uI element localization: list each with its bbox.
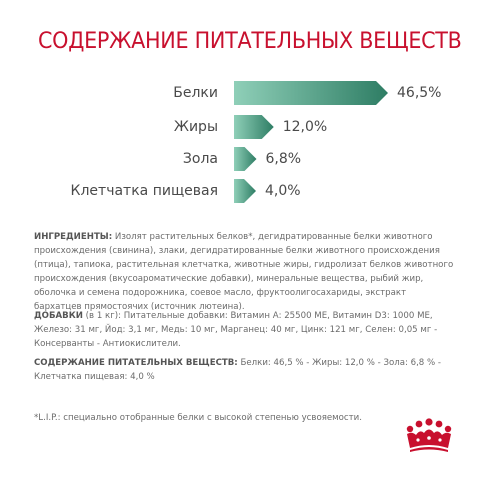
additives-block: ДОБАВКИ (в 1 кг): Питательные добавки: В… bbox=[34, 310, 454, 352]
ingredients-block: ИНГРЕДИЕНТЫ: Изолят растительных белков*… bbox=[34, 231, 454, 314]
bar-fat bbox=[234, 115, 274, 139]
ingredients-text: Изолят растительных белков*, дегидратиро… bbox=[34, 232, 454, 312]
bar-value-fat: 12,0% bbox=[282, 119, 328, 135]
footnote: *L.I.P.: специально отобранные белки с в… bbox=[34, 413, 362, 423]
bar-label-protein: Белки bbox=[173, 85, 218, 101]
additives-text: (в 1 кг): Питательные добавки: Витамин А… bbox=[34, 311, 438, 349]
bar-row-protein: Белки 46,5% bbox=[0, 81, 480, 105]
bar-ash bbox=[234, 147, 257, 171]
nutrients-label: СОДЕРЖАНИЕ ПИТАТЕЛЬНЫХ ВЕЩЕСТВ: bbox=[34, 358, 238, 368]
bar-row-fat: Жиры 12,0% bbox=[0, 115, 480, 139]
bar-label-ash: Зола bbox=[182, 151, 218, 167]
bar-value-fiber: 4,0% bbox=[265, 183, 301, 199]
royal-canin-crown-icon bbox=[406, 418, 452, 452]
bar-fiber bbox=[234, 179, 256, 203]
bar-label-fiber: Клетчатка пищевая bbox=[70, 183, 218, 199]
ingredients-label: ИНГРЕДИЕНТЫ: bbox=[34, 232, 113, 242]
bar-protein bbox=[234, 81, 388, 105]
nutrients-block: СОДЕРЖАНИЕ ПИТАТЕЛЬНЫХ ВЕЩЕСТВ: Белки: 4… bbox=[34, 357, 454, 385]
nutrients-text: Белки: 46,5 % - Жиры: 12,0 % - Зола: 6,8… bbox=[34, 358, 441, 382]
bar-value-ash: 6,8% bbox=[265, 151, 302, 167]
bar-row-fiber: Клетчатка пищевая 4,0% bbox=[0, 179, 480, 203]
bar-row-ash: Зола 6,8% bbox=[0, 147, 480, 171]
page-title: СОДЕРЖАНИЕ ПИТАТЕЛЬНЫХ ВЕЩЕСТВ bbox=[38, 28, 462, 54]
bar-value-protein: 46,5% bbox=[397, 85, 442, 101]
bar-label-fat: Жиры bbox=[173, 119, 218, 135]
additives-label: ДОБАВКИ bbox=[34, 311, 83, 321]
